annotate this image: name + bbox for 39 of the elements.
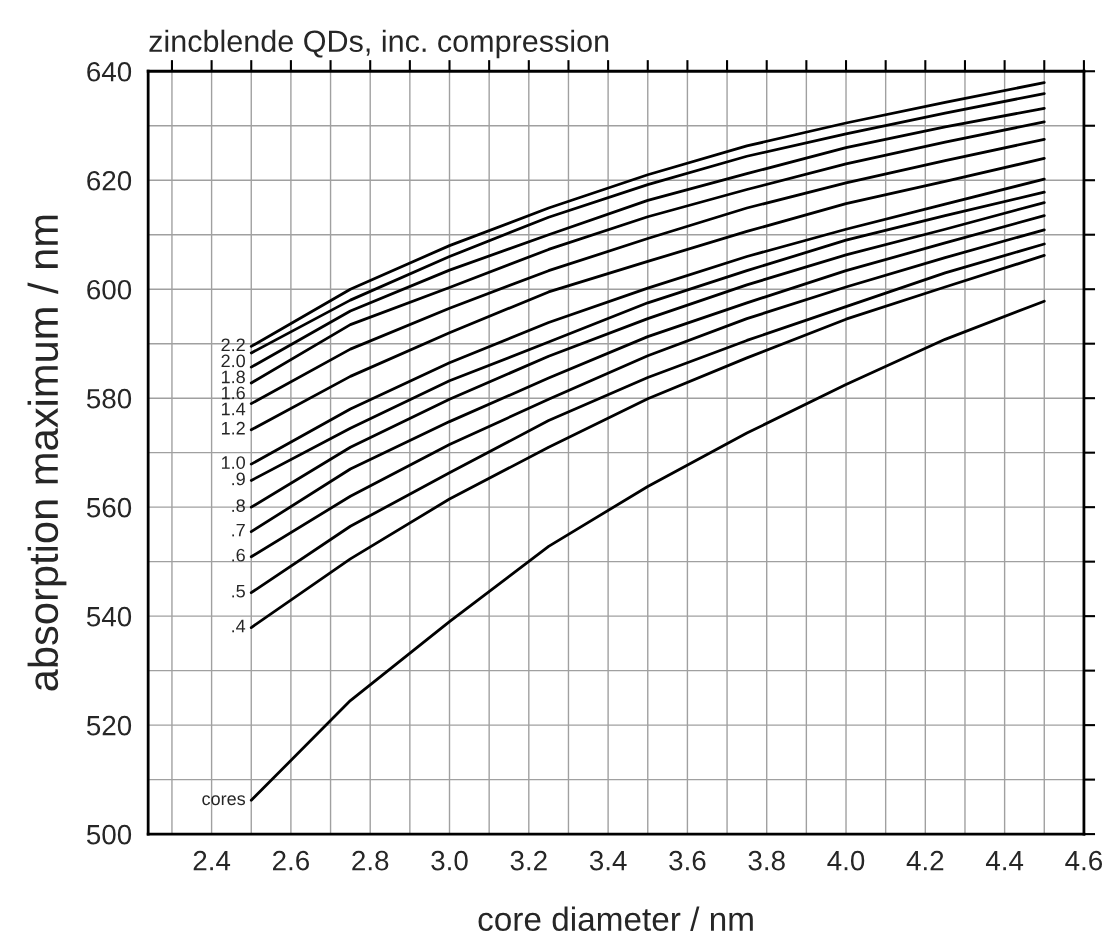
x-tick-label: 4.0 [827, 850, 865, 871]
x-tick-label: 3.6 [669, 850, 706, 871]
y-tick-label: 500 [86, 824, 132, 845]
series-label: cores [202, 795, 246, 806]
x-tick-label: 3.2 [510, 850, 547, 871]
x-tick-label: 2.4 [193, 850, 231, 871]
x-tick-label: 3.4 [589, 850, 627, 871]
x-tick-label: 3.8 [748, 850, 785, 871]
series-label: 2.0 [221, 354, 245, 368]
x-tick-label: 2.8 [352, 850, 389, 871]
line-series [249, 299, 1046, 802]
series-label: 1.6 [221, 386, 245, 400]
y-tick-label: 520 [86, 715, 132, 736]
series-label: .4 [232, 619, 246, 633]
y-tick-label: 600 [87, 279, 132, 300]
series-label: 1.8 [221, 370, 245, 384]
series-label: 2.2 [221, 338, 245, 352]
series-label: .5 [232, 584, 245, 598]
series-label: .8 [232, 499, 245, 513]
chart-title: zincblende QDs, inc. compression [149, 29, 609, 59]
series-label: 1.4 [221, 402, 246, 416]
x-tick-label: 4.4 [985, 851, 1024, 871]
y-tick-label: 640 [87, 61, 132, 82]
x-tick-label: 4.6 [1065, 850, 1103, 871]
series-label: .7 [232, 523, 245, 537]
series-label: 1.0 [221, 456, 245, 469]
y-tick-label: 620 [87, 170, 132, 191]
y-axis-title: absorption maximum / nm [27, 215, 67, 691]
series-label: 1.2 [221, 421, 245, 435]
y-tick-label: 580 [86, 388, 132, 409]
x-axis-title: core diameter / nm [478, 906, 753, 932]
x-tick-label: 4.2 [906, 850, 944, 871]
series-label: .6 [232, 548, 245, 562]
y-tick-label: 560 [86, 497, 132, 518]
x-tick-label: 2.6 [273, 850, 309, 871]
series-label: .9 [232, 472, 245, 486]
x-tick-label: 3.0 [431, 850, 468, 871]
line-series [249, 157, 1046, 432]
y-tick-label: 540 [86, 606, 132, 627]
